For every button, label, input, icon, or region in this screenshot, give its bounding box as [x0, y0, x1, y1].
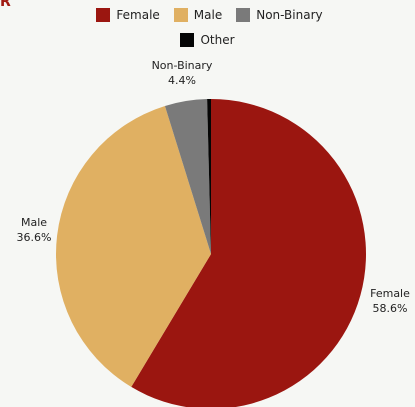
slice-label-value-male: 36.6%: [17, 231, 52, 244]
legend-label-female: Female: [116, 8, 160, 22]
legend-label-other: Other: [200, 33, 235, 47]
slice-label-value-female: 58.6%: [373, 302, 408, 315]
legend-item-non-binary[interactable]: Non-Binary: [236, 8, 323, 22]
slice-label-value-non-binary: 4.4%: [168, 74, 196, 87]
legend-item-male[interactable]: Male: [173, 8, 223, 22]
legend-swatch-other: [180, 33, 195, 47]
legend-swatch-male: [173, 8, 188, 22]
pie-slice-other[interactable]: [207, 99, 211, 254]
pie-slice-male[interactable]: [55, 105, 211, 387]
legend-label-male: Male: [193, 8, 223, 22]
pie-slice-female[interactable]: [131, 99, 366, 407]
legend-swatch-female: [96, 8, 111, 22]
pie-slice-non-binary[interactable]: [164, 99, 211, 254]
slice-label-name-non-binary: Non-Binary: [152, 59, 213, 72]
legend-swatch-non-binary: [236, 8, 251, 22]
slice-label-name-female: Female: [370, 287, 410, 300]
chart-legend: Female Male Non-Binary Other: [0, 8, 415, 47]
legend-row-1: Female Male Non-Binary: [4, 8, 415, 22]
pie-slices: [55, 99, 366, 407]
legend-item-female[interactable]: Female: [96, 8, 160, 22]
legend-label-non-binary: Non-Binary: [256, 8, 323, 22]
corner-mark: R: [0, 0, 11, 10]
slice-label-name-male: Male: [21, 216, 47, 229]
pie-labels: Female 58.6% Male 36.6% Non-Binary 4.4%: [17, 59, 411, 315]
legend-item-other[interactable]: Other: [180, 33, 235, 47]
legend-row-2: Other: [0, 33, 415, 47]
